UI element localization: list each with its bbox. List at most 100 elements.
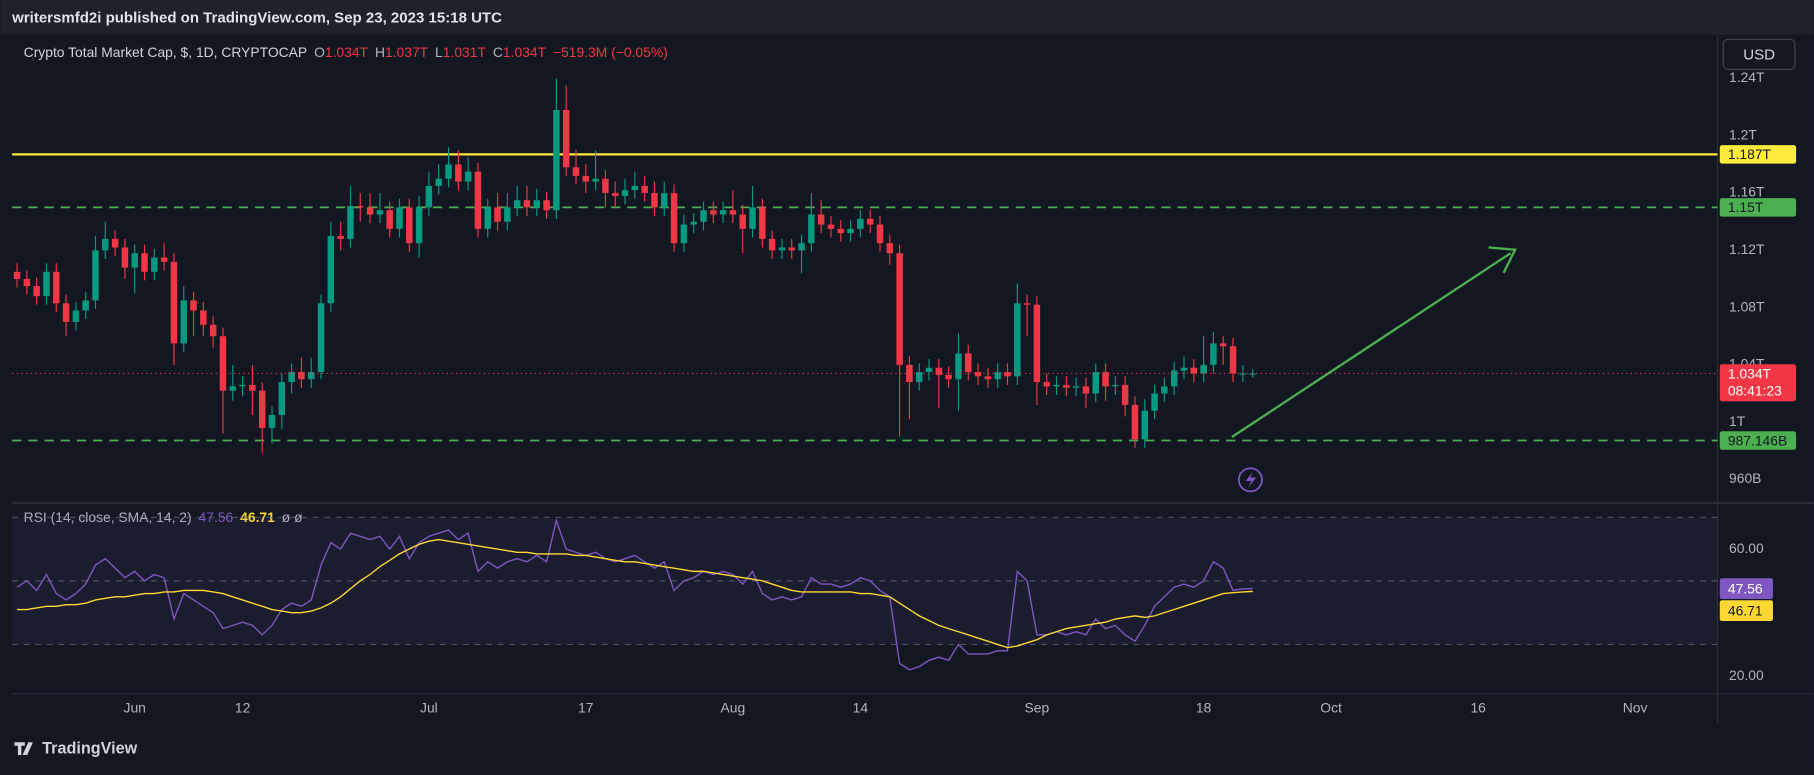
candle-body — [729, 210, 737, 215]
candle-body — [700, 210, 707, 222]
candle-body — [945, 374, 952, 380]
lightning-icon[interactable] — [1237, 467, 1263, 493]
legend-value: 1.037T — [385, 44, 429, 60]
candle-body — [1014, 303, 1021, 377]
candle-body — [915, 372, 923, 383]
candle-body — [53, 271, 60, 304]
rsi-legend: RSI (14, close, SMA, 14, 2) 47.56 46.71 ø ø — [24, 509, 303, 525]
candle-body — [955, 353, 962, 380]
candle-body — [513, 200, 521, 208]
candle-body — [719, 210, 727, 215]
candle-body — [631, 185, 639, 191]
candle-body — [1053, 384, 1060, 387]
candle-body — [857, 218, 864, 229]
candle-body — [209, 324, 217, 337]
candle-body — [651, 193, 658, 208]
rsi-title: RSI (14, close, SMA, 14, 2) — [24, 509, 192, 525]
rsi-band — [12, 517, 1718, 645]
trend-arrow-head — [1488, 246, 1517, 274]
legend-key: O — [314, 44, 325, 60]
legend-value: 1.031T — [443, 44, 487, 60]
level-label: 987.146B — [1728, 432, 1787, 448]
x-tick-label: 14 — [853, 699, 869, 715]
candle-body — [151, 257, 158, 272]
candle-body — [1219, 343, 1227, 347]
top-bar — [0, 0, 1814, 35]
candle-body — [82, 300, 89, 311]
brand-name: TradingView — [42, 739, 137, 757]
candle-body — [661, 193, 668, 208]
rsi-last-box — [1719, 600, 1773, 622]
candle-body — [337, 236, 344, 239]
level-label-box — [1719, 198, 1797, 217]
candle-body — [484, 207, 491, 229]
candle-body — [553, 110, 560, 211]
candle-body — [455, 164, 462, 182]
candle-body — [974, 372, 982, 377]
y-tick-label: 1.08T — [1729, 298, 1765, 314]
candle-body — [160, 257, 168, 262]
candle-body — [43, 271, 50, 297]
candle-body — [690, 221, 697, 225]
candle-body — [965, 353, 972, 373]
candle-body — [866, 218, 874, 225]
candle-body — [1229, 346, 1237, 374]
candle-body — [258, 390, 266, 428]
rsi-legend-extra: ø ø — [282, 509, 303, 525]
candle-body — [925, 367, 933, 373]
candle-body — [602, 178, 609, 194]
candle-body — [1023, 303, 1031, 305]
legend: Crypto Total Market Cap, $, 1D, CRYPTOCA… — [24, 44, 668, 60]
level-label: 1.187T — [1728, 146, 1772, 162]
x-tick-label: 16 — [1470, 699, 1486, 715]
current-price-label: 1.034T — [1728, 365, 1772, 381]
candle-body — [670, 193, 678, 244]
candle-body — [445, 164, 452, 179]
candle-body — [386, 210, 393, 229]
x-tick-label: 17 — [578, 699, 594, 715]
rsi-tick-label: 20.00 — [1729, 667, 1764, 683]
candle-body — [406, 207, 413, 244]
level-label: 1.15T — [1728, 199, 1764, 215]
candle-body — [1112, 384, 1119, 387]
candle-body — [572, 167, 580, 176]
legend-key: H — [375, 44, 385, 60]
candle-body — [92, 250, 99, 301]
candle-body — [190, 300, 197, 311]
candle-body — [23, 278, 31, 287]
candle-body — [1151, 393, 1158, 411]
candle-body — [611, 193, 619, 196]
x-tick-label: Jun — [124, 699, 146, 715]
y-tick-label: 1.2T — [1729, 126, 1757, 142]
candle-body — [219, 336, 227, 391]
candle-body — [768, 238, 776, 251]
candle-body — [249, 384, 256, 391]
candle-body — [827, 224, 835, 229]
candle-body — [798, 243, 805, 251]
candle-body — [1033, 304, 1041, 383]
candle-body — [808, 214, 815, 244]
candle-body — [876, 224, 884, 244]
candle-body — [239, 384, 246, 387]
candle-body — [896, 253, 903, 365]
candle-body — [582, 175, 590, 182]
candle-body — [739, 214, 746, 229]
currency-button[interactable] — [1722, 38, 1796, 70]
currency-label[interactable]: USD — [1743, 46, 1775, 63]
rsi-legend-value: 46.71 — [240, 509, 275, 525]
y-tick-label: 1.12T — [1729, 241, 1765, 257]
x-tick-label: Aug — [721, 699, 746, 715]
candle-body — [592, 178, 599, 182]
candle-body — [278, 382, 286, 415]
candle-body — [1131, 404, 1139, 440]
candle-body — [1170, 370, 1178, 387]
level-label-box — [1719, 431, 1797, 450]
y-tick-label: 1T — [1729, 413, 1746, 429]
candle-body — [1102, 372, 1109, 387]
x-tick-label: 18 — [1196, 699, 1212, 715]
candle-body — [1210, 343, 1217, 365]
rsi-tick-label: 60.00 — [1729, 540, 1764, 556]
candle-body — [425, 185, 433, 208]
candle-body — [131, 253, 138, 268]
